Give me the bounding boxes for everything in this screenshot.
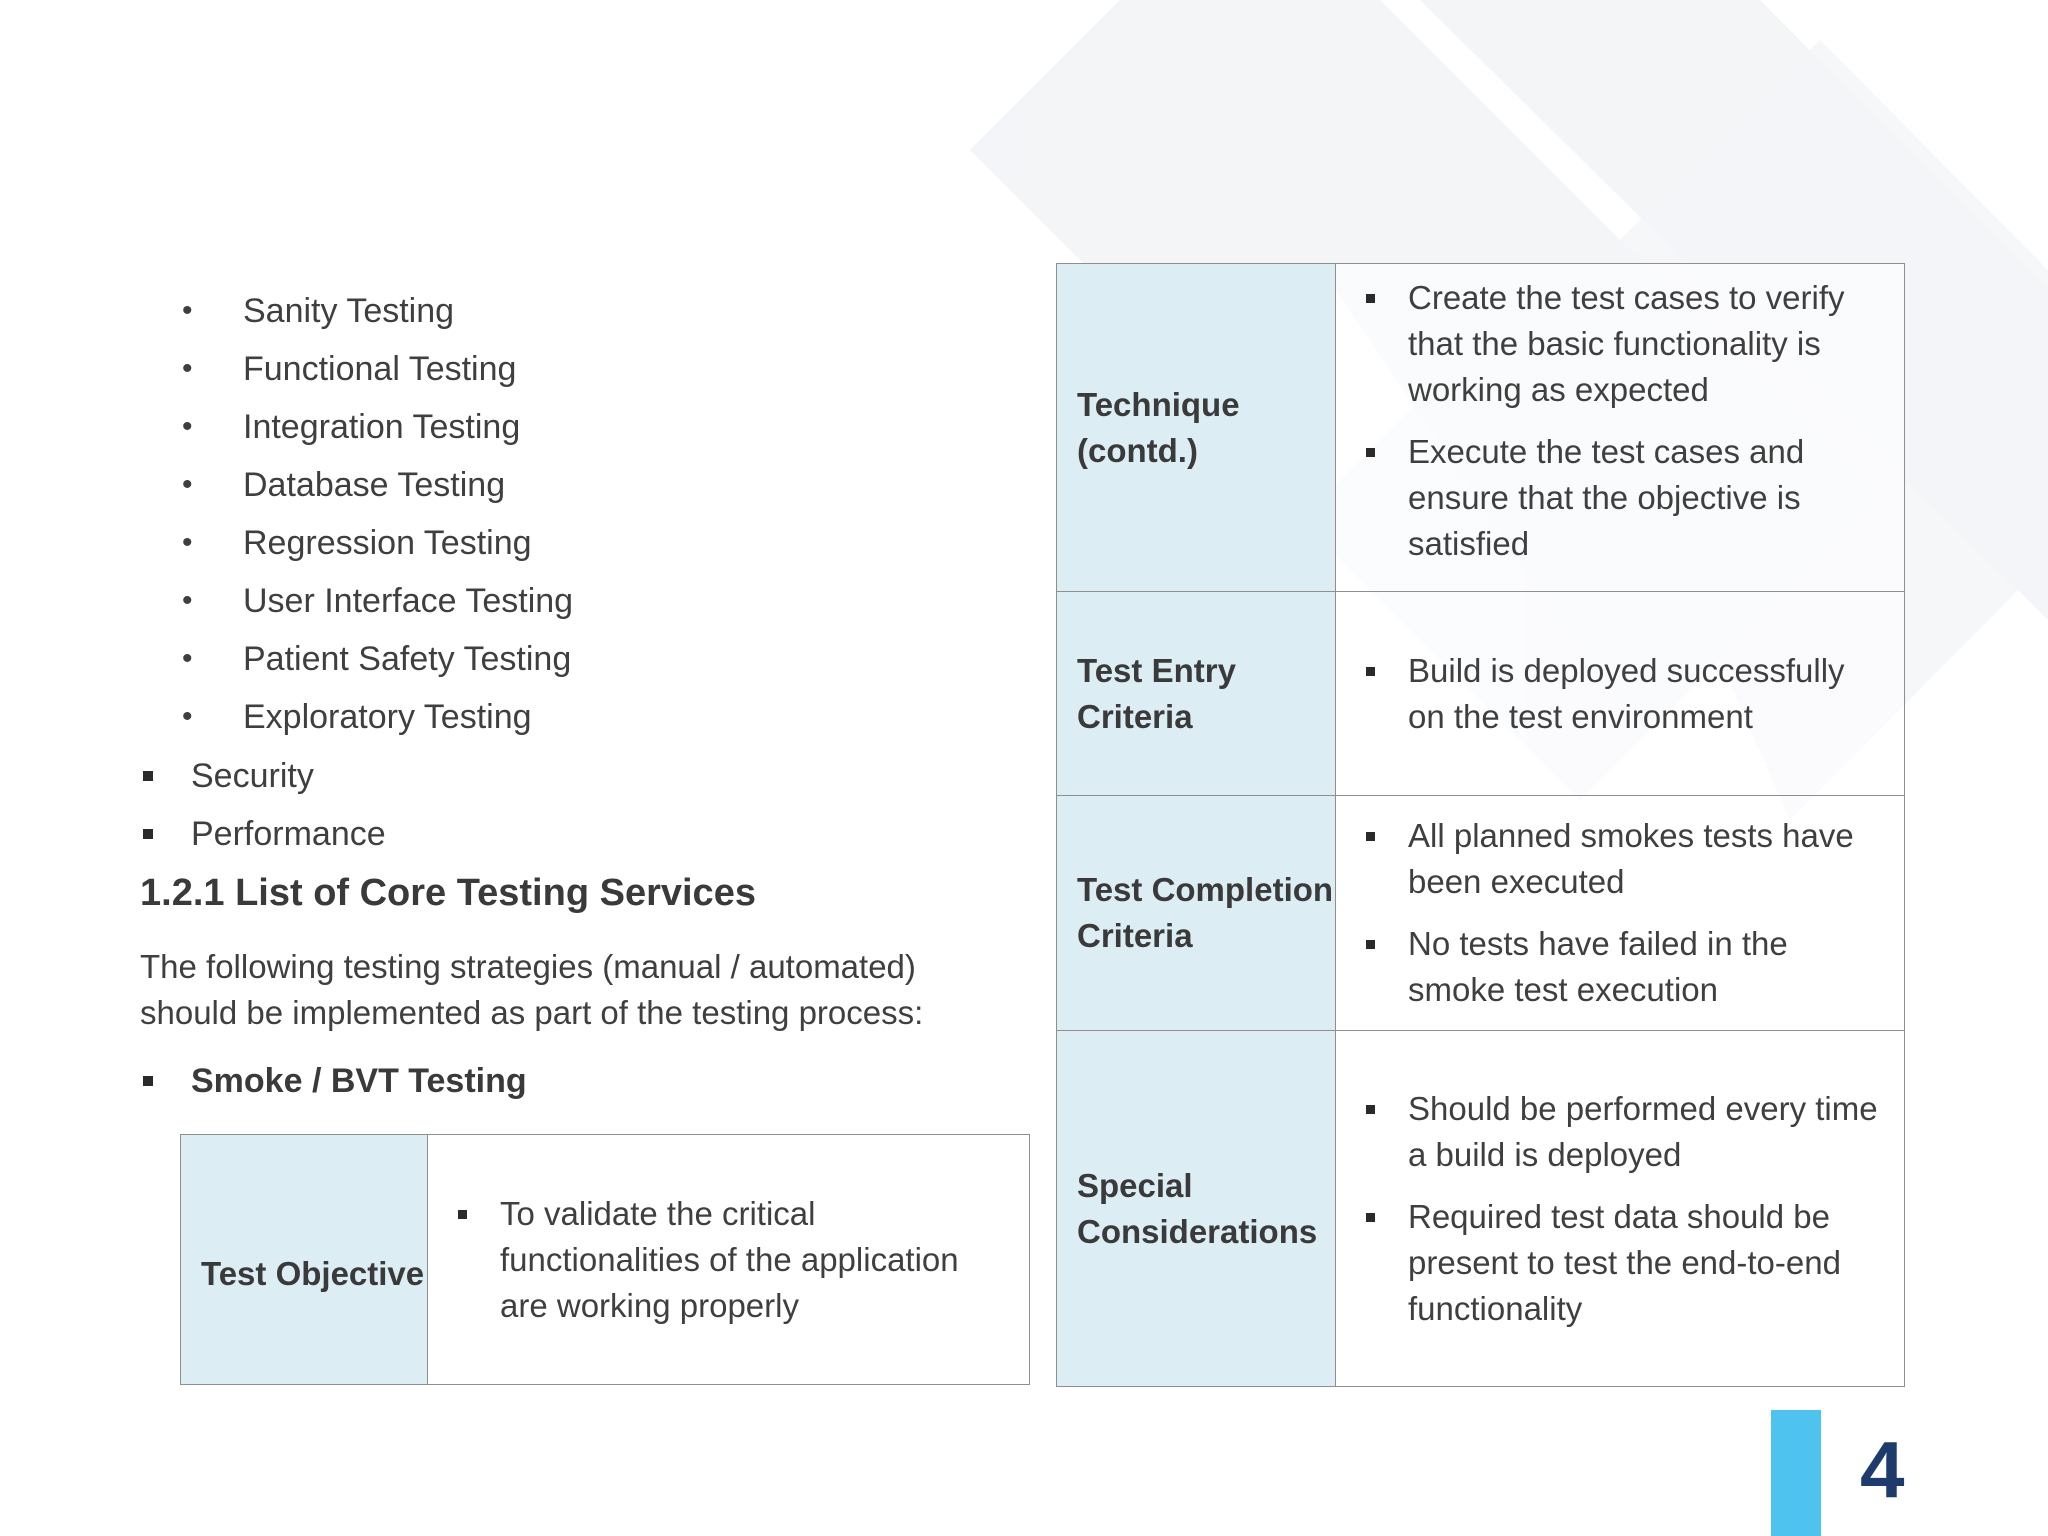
row-content: To validate the critical functionalities… (427, 1134, 1030, 1385)
row-content: Should be performed every time a build i… (1335, 1030, 1905, 1387)
square-bullet-icon (143, 1076, 153, 1086)
content-bullet-text: No tests have failed in the smoke test e… (1408, 925, 1788, 1008)
row-label: Special Considerations (1056, 1030, 1336, 1387)
list-item-label: Functional Testing (243, 350, 517, 388)
page-number-accent-bar (1771, 1410, 1821, 1536)
row-label: Test Objective (180, 1134, 428, 1385)
content-bullet: To validate the critical functionalities… (428, 1191, 1029, 1329)
row-content: Create the test cases to verify that the… (1335, 263, 1905, 592)
smoke-bvt-label: Smoke / BVT Testing (191, 1062, 527, 1100)
list-item-label: Patient Safety Testing (243, 640, 572, 678)
square-bullet-icon (1366, 832, 1375, 841)
content-bullet: Build is deployed successfully on the te… (1336, 648, 1904, 740)
section-heading: 1.2.1 List of Core Testing Services (140, 872, 756, 914)
square-bullet-icon (143, 771, 153, 781)
content-bullet-text: Should be performed every time a build i… (1408, 1089, 1878, 1173)
square-bullet-icon (1366, 666, 1375, 676)
page-number: 4 (1860, 1425, 1905, 1514)
list-item-label: Database Testing (243, 466, 506, 504)
table-row: Test Entry Criteria Build is deployed su… (1056, 591, 1905, 796)
content-bullet: Create the test cases to verify that the… (1336, 275, 1904, 413)
list-item-label: Security (191, 757, 314, 795)
table-row: Test Completion Criteria All planned smo… (1056, 795, 1905, 1031)
row-label: Test Completion Criteria (1056, 795, 1336, 1031)
square-bullet-icon (1366, 1212, 1375, 1222)
row-label: Test Entry Criteria (1056, 591, 1336, 796)
bullet-icon: • (182, 294, 193, 327)
row-content: Build is deployed successfully on the te… (1335, 591, 1905, 796)
square-bullet-icon (1366, 940, 1375, 949)
row-content: All planned smokes tests have been execu… (1335, 795, 1905, 1031)
bullet-icon: • (182, 700, 193, 733)
content-bullet: Execute the test cases and ensure that t… (1336, 429, 1904, 567)
content-bullet-text: Required test data should be present to … (1408, 1197, 1841, 1327)
list-item-label: Integration Testing (243, 408, 521, 446)
list-item-label: Exploratory Testing (243, 698, 532, 736)
content-bullet-text: Build is deployed successfully on the te… (1408, 651, 1845, 735)
bullet-icon: • (182, 584, 193, 617)
list-item-label: Performance (191, 815, 386, 853)
list-item-label: Sanity Testing (243, 292, 455, 330)
square-bullet-icon (1366, 1104, 1375, 1114)
table-row: Special Considerations Should be perform… (1056, 1030, 1905, 1387)
test-objective-table: Test Objective To validate the critical … (180, 1134, 1030, 1385)
content-bullet-text: All planned smokes tests have been execu… (1408, 817, 1854, 900)
bullet-icon: • (182, 410, 193, 443)
table-row: Technique (contd.) Create the test cases… (1056, 263, 1905, 592)
list-item-label: User Interface Testing (243, 582, 574, 620)
row-label: Technique (contd.) (1056, 263, 1336, 592)
bullet-icon: • (182, 352, 193, 385)
section-paragraph: The following testing strategies (manual… (140, 948, 924, 1031)
square-bullet-icon (458, 1209, 467, 1219)
content-bullet: No tests have failed in the smoke test e… (1336, 921, 1904, 1013)
table-row: Test Objective To validate the critical … (180, 1134, 1030, 1385)
content-bullet-text: Create the test cases to verify that the… (1408, 279, 1845, 408)
bullet-icon: • (182, 468, 193, 501)
content-bullet-text: Execute the test cases and ensure that t… (1408, 433, 1805, 562)
content-bullet: Should be performed every time a build i… (1336, 1086, 1904, 1178)
square-bullet-icon (1366, 294, 1375, 303)
content-bullet: All planned smokes tests have been execu… (1336, 813, 1904, 905)
content-bullet: Required test data should be present to … (1336, 1194, 1904, 1332)
bullet-icon: • (182, 642, 193, 675)
content-bullet-text: To validate the critical functionalities… (500, 1194, 959, 1324)
bullet-icon: • (182, 526, 193, 559)
square-bullet-icon (143, 829, 153, 839)
smoke-testing-details-table: Technique (contd.) Create the test cases… (1056, 263, 1905, 1387)
list-item-label: Regression Testing (243, 524, 532, 562)
square-bullet-icon (1366, 448, 1375, 457)
